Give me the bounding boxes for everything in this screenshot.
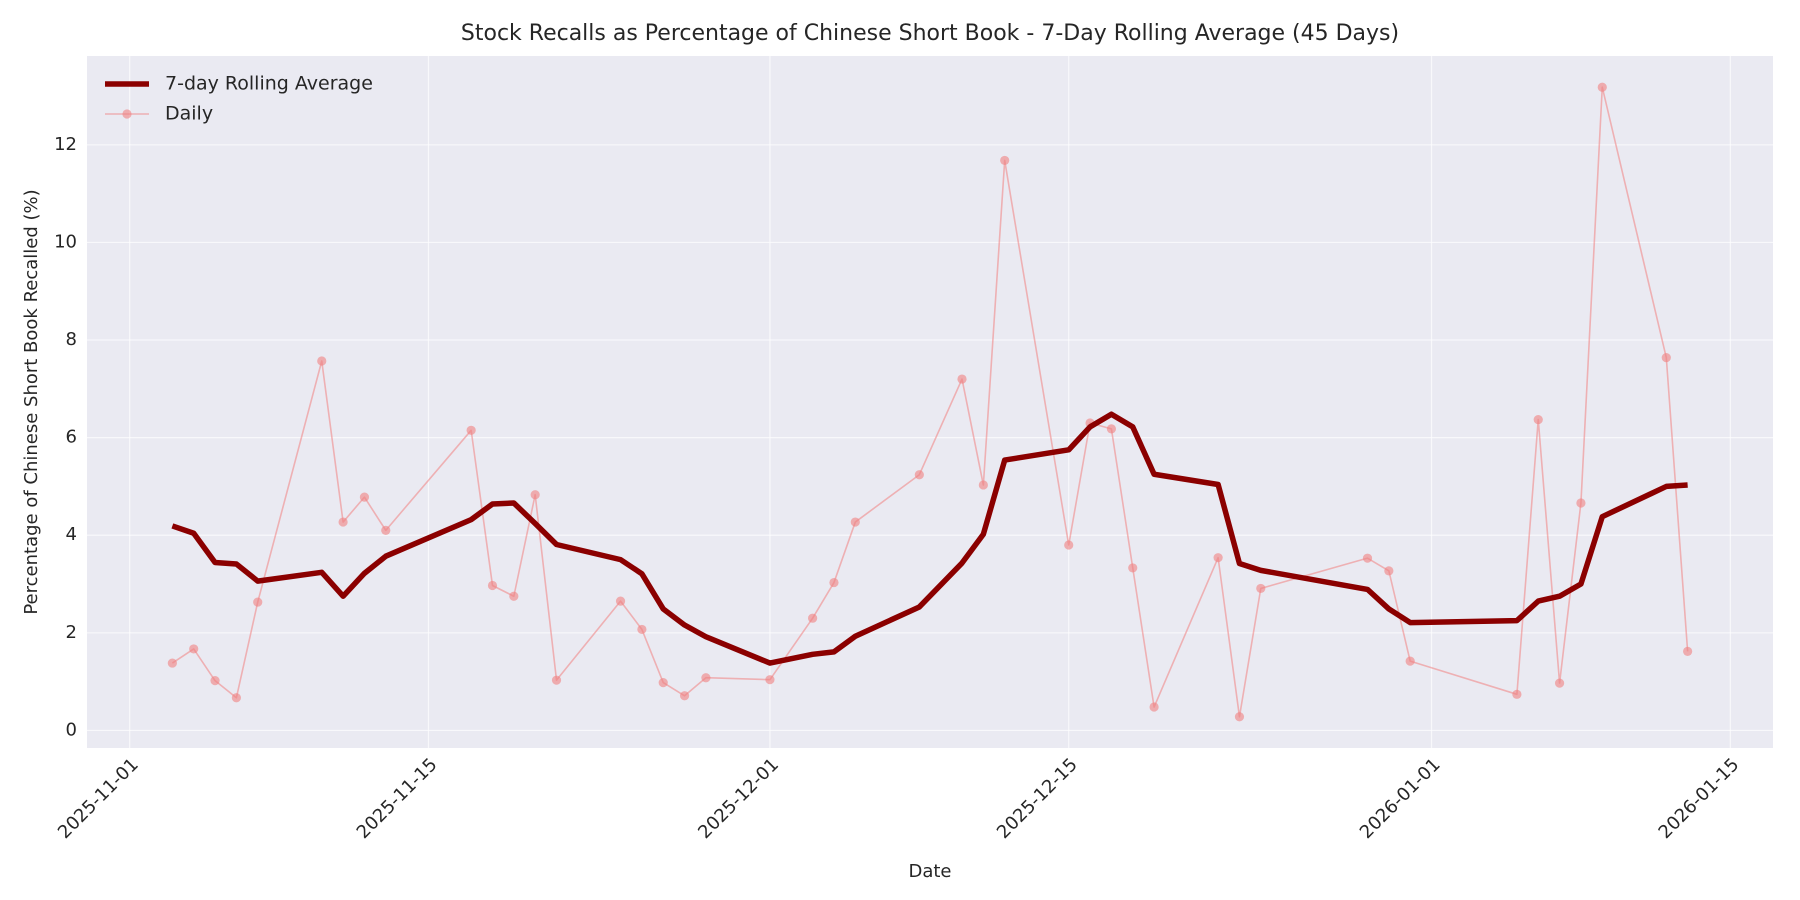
data-point [637,624,647,635]
data-point [658,678,668,688]
y-axis-label: Percentage of Chinese Short Book Recalle… [21,189,42,614]
data-point [957,374,967,384]
data-point [189,644,199,654]
y-tick-label: 4 [66,524,77,545]
legend-label: Daily [165,103,213,125]
data-point [1597,82,1607,92]
data-point [765,675,775,685]
x-tick-label: 2025-11-15 [353,754,442,843]
data-point [829,577,839,588]
data-point [1554,678,1565,688]
x-tick-label: 2026-01-01 [1356,754,1445,843]
data-point [551,675,562,685]
x-axis-label: Date [908,861,951,882]
data-point [914,470,924,480]
data-point [1512,689,1522,699]
x-tick-label: 2025-12-15 [993,754,1082,843]
series-line [171,411,1688,666]
data-point [253,597,263,607]
data-point [1234,712,1245,722]
data-point [1384,566,1394,576]
data-point [850,517,860,527]
data-point [487,580,498,591]
y-tick-label: 12 [54,134,77,155]
chart-title: Stock Recalls as Percentage of Chinese S… [461,21,1399,46]
x-tick-label: 2025-12-01 [694,754,783,843]
data-point [808,613,818,623]
data-point [615,596,626,606]
data-point [1683,646,1693,656]
data-point [1064,540,1074,550]
data-point [1128,563,1138,573]
data-point [1106,424,1117,434]
data-point [1405,656,1415,666]
legend-label: 7-day Rolling Average [165,73,373,95]
data-point [679,691,690,701]
data-point [978,480,988,490]
x-tick-label: 2025-11-01 [54,754,143,843]
data-point [466,425,476,435]
y-tick-label: 2 [66,622,77,643]
data-point [317,356,327,366]
data-point [1213,553,1223,563]
data-point [167,658,177,668]
data-point [1149,702,1159,712]
data-point [381,525,391,535]
x-tick-label: 2026-01-15 [1655,754,1744,843]
data-point [210,676,220,686]
data-point [1533,414,1543,425]
y-tick-label: 8 [66,329,77,350]
data-point [530,490,540,500]
data-point [1256,583,1266,594]
data-point [701,673,711,683]
legend-marker [122,109,132,119]
y-tick-label: 10 [54,231,77,252]
data-point [1661,352,1671,363]
data-point [359,492,370,502]
data-point [509,591,519,601]
data-point [1576,498,1586,508]
data-point [231,693,241,703]
data-point [1000,155,1010,166]
data-point [1362,553,1373,563]
data-point [338,517,348,527]
y-tick-label: 6 [66,427,77,448]
y-tick-label: 0 [66,719,77,740]
